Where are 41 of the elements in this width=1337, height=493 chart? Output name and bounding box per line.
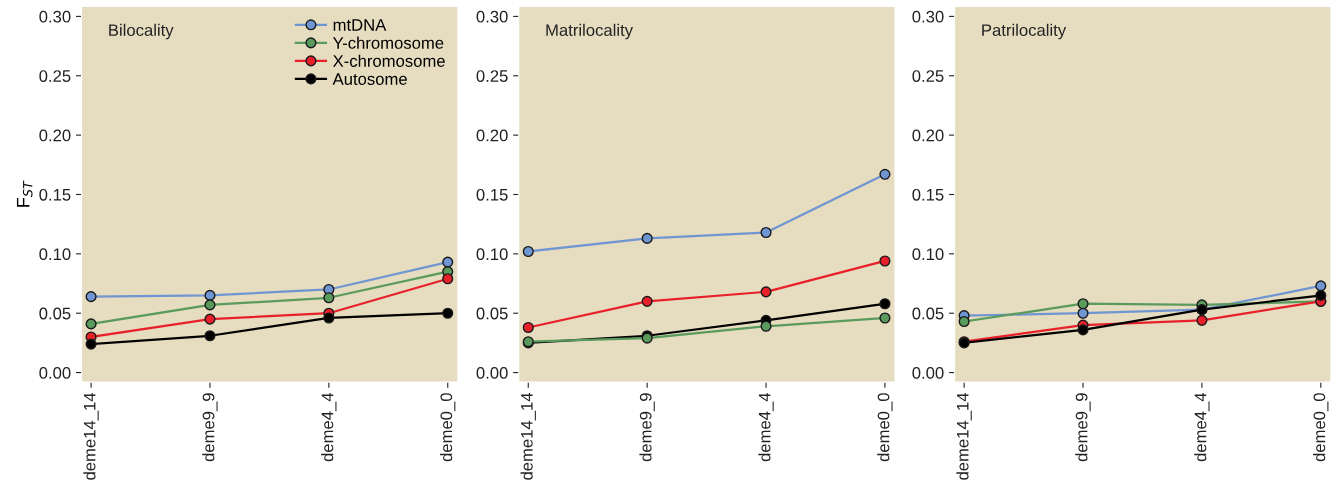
y-tick-label: 0.20 xyxy=(39,129,71,142)
y-tick-label: 0.00 xyxy=(912,366,944,379)
x-tick-label: deme0_0 xyxy=(1313,393,1329,462)
y-tick-label: 0.05 xyxy=(476,307,508,320)
legend-label: mtDNA xyxy=(333,19,387,31)
y-tick-label: 0.30 xyxy=(39,10,71,23)
y-tick-label: 0.15 xyxy=(912,188,944,201)
y-tick-label: 0.15 xyxy=(476,188,508,201)
x-tick-label: deme4_4 xyxy=(758,392,774,462)
x-tick-label: deme0_0 xyxy=(439,393,456,462)
y-tick-label: 0.15 xyxy=(39,188,71,201)
y-tick-label: 0.10 xyxy=(476,248,508,261)
x-tick-label: deme14_14 xyxy=(83,392,99,480)
x-tick-label: deme9_9 xyxy=(202,393,218,462)
y-tick-label: 0.20 xyxy=(912,129,944,142)
x-tick-label: deme9_9 xyxy=(1075,393,1091,462)
text: Bilocality xyxy=(109,23,174,40)
y-tick-label: 0.25 xyxy=(476,70,508,82)
x-tick-label: deme14_14 xyxy=(956,392,972,480)
y-tick-label: 0.05 xyxy=(912,307,944,320)
x-tick-label: deme4_4 xyxy=(321,392,337,462)
y-tick-label: 0.05 xyxy=(39,307,71,320)
y-axis-title: F$_{ST}$ xyxy=(16,180,33,207)
y-tick-label: 0.25 xyxy=(912,70,944,82)
legend-label: X-chromosome xyxy=(332,54,445,67)
text: Matrilocality xyxy=(546,23,633,40)
y-tick-label: 0.00 xyxy=(39,366,71,379)
y-tick-label: 0.20 xyxy=(476,129,508,142)
y-tick-label: 0.25 xyxy=(39,70,71,82)
text: Patrilocality xyxy=(982,23,1067,40)
y-tick-label: 0.10 xyxy=(912,248,944,261)
y-tick-label: 0.30 xyxy=(476,10,508,23)
x-tick-label: deme0_0 xyxy=(877,393,893,462)
legend-label: Y-chromosome xyxy=(332,36,444,49)
y-tick-label: 0.00 xyxy=(476,366,508,379)
y-tick-label: 0.10 xyxy=(39,248,71,261)
legend-label: Autosome xyxy=(332,73,407,85)
x-tick-label: deme9_9 xyxy=(639,393,655,462)
y-tick-label: 0.30 xyxy=(912,10,944,23)
x-tick-label: deme4_4 xyxy=(1194,392,1210,462)
x-tick-label: deme14_14 xyxy=(520,392,536,480)
